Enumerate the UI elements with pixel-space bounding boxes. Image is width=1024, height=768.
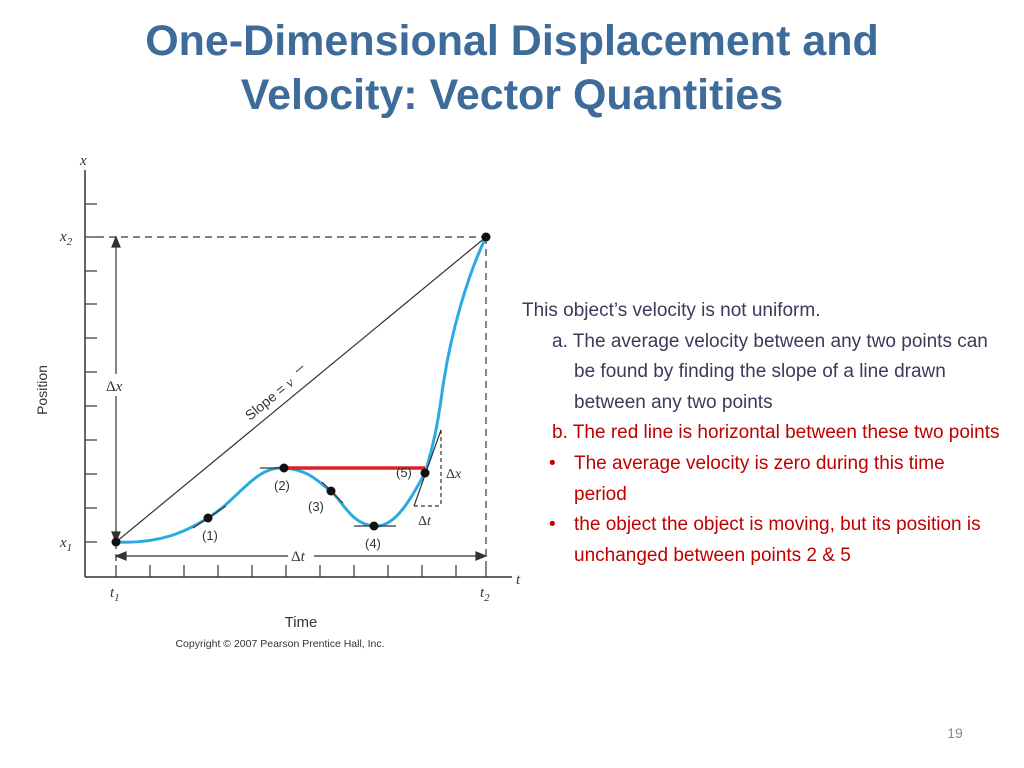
point-4-label: (4) — [365, 536, 381, 551]
point-1-label: (1) — [202, 528, 218, 543]
delta-t-label: Δt — [291, 549, 306, 565]
point-5-label: (5) — [396, 465, 412, 480]
x1-label: x1 — [59, 535, 72, 554]
small-delta-t-label: Δt — [418, 514, 432, 529]
notes-text: This object’s velocity is not uniform. a… — [522, 296, 1002, 571]
point-2 — [279, 463, 289, 473]
point-3 — [326, 486, 336, 496]
note-bullet-1-text: The average velocity is zero during this… — [574, 452, 945, 505]
position-time-graph: x t x2 x1 t1 t2 — [34, 153, 521, 650]
bullet-dot: • — [549, 514, 556, 536]
note-bullet-2-text: the object the object is moving, but its… — [574, 514, 981, 566]
secant-line — [115, 236, 487, 543]
point-t2 — [481, 232, 491, 242]
page-number: 19 — [947, 725, 963, 741]
point-5 — [420, 468, 430, 478]
t2-label: t2 — [480, 585, 490, 604]
note-a: a. The average velocity between any two … — [522, 327, 1002, 419]
x-axis-var: t — [516, 572, 521, 588]
notes-intro: This object’s velocity is not uniform. — [522, 300, 821, 321]
time-axis-title: Time — [285, 614, 318, 631]
title-line-2: Velocity: Vector Quantities — [240, 71, 784, 119]
note-a-text: The average velocity between any two poi… — [572, 330, 988, 413]
y-axis-var: x — [79, 153, 87, 169]
note-bullet-1: • The average velocity is zero during th… — [522, 449, 1002, 510]
curve-points — [111, 232, 491, 547]
position-axis-title: Position — [34, 365, 50, 415]
x-ticks — [115, 565, 487, 577]
point-t1 — [111, 537, 121, 547]
x2-label: x2 — [59, 229, 73, 248]
point-3-label: (3) — [308, 499, 324, 514]
note-a-marker: a. — [552, 330, 568, 352]
y-ticks — [85, 203, 97, 543]
v-bar — [295, 365, 304, 373]
slide-title: One-Dimensional Displacement and Velocit… — [0, 14, 1024, 122]
delta-x-label: Δx — [106, 379, 123, 395]
point-1 — [203, 513, 213, 523]
t1-label: t1 — [110, 585, 120, 604]
copyright-text: Copyright © 2007 Pearson Prentice Hall, … — [175, 638, 384, 650]
point-4 — [369, 521, 379, 531]
title-line-1: One-Dimensional Displacement and — [145, 17, 879, 65]
note-bullet-2: • the object the object is moving, but i… — [522, 510, 1002, 571]
note-b: b. The red line is horizontal between th… — [522, 418, 1002, 449]
point-2-label: (2) — [274, 478, 290, 493]
small-delta-x-label: Δx — [446, 467, 462, 482]
note-b-marker: b. — [552, 422, 568, 444]
bullet-dot: • — [549, 452, 556, 474]
note-b-text: The red line is horizontal between these… — [572, 422, 1000, 444]
